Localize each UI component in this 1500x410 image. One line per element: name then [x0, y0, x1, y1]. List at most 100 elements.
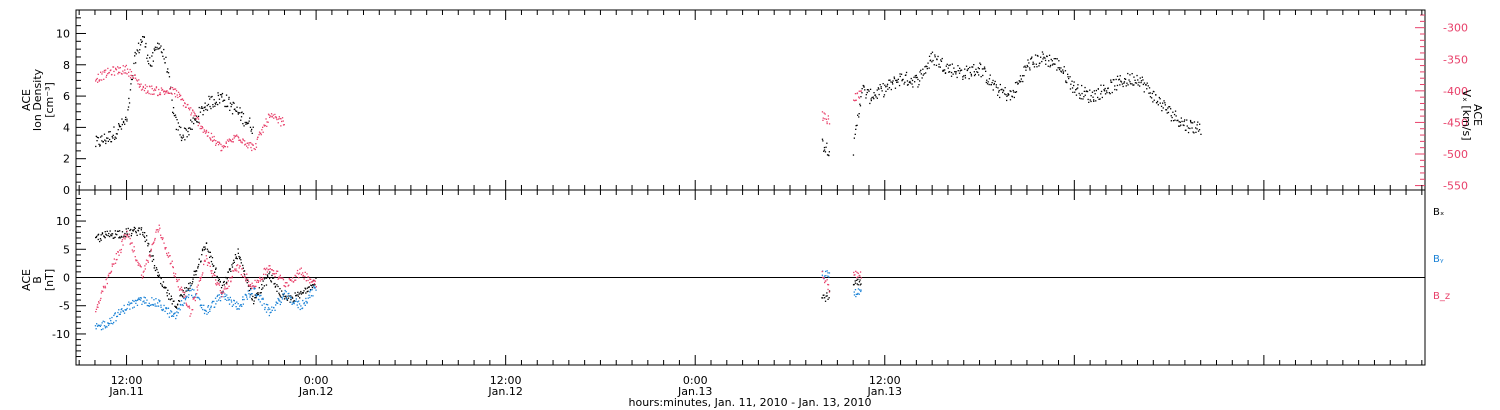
data-point: [227, 297, 229, 299]
data-point: [1198, 129, 1201, 131]
data-point: [291, 303, 293, 305]
data-point: [134, 51, 136, 54]
data-point: [171, 315, 173, 317]
data-point: [822, 140, 824, 142]
data-point: [151, 243, 153, 246]
data-point: [281, 120, 283, 123]
data-point: [176, 119, 178, 121]
data-point: [857, 114, 859, 116]
data-point: [914, 75, 916, 77]
data-point: [310, 278, 312, 280]
data-point: [201, 106, 203, 108]
data-point: [187, 130, 189, 133]
data-point: [218, 141, 220, 143]
data-point: [221, 291, 223, 293]
data-point: [223, 145, 225, 148]
b-tick-label: -10: [52, 328, 70, 341]
data-point: [313, 284, 315, 286]
data-point: [104, 139, 106, 141]
data-point: [1174, 119, 1176, 121]
data-point: [99, 238, 102, 240]
data-point: [138, 86, 141, 88]
data-point: [242, 296, 244, 298]
data-point: [171, 87, 174, 89]
data-point: [294, 274, 296, 277]
data-point: [140, 299, 142, 301]
data-point: [96, 235, 98, 238]
data-point: [857, 288, 860, 290]
data-point: [214, 271, 216, 273]
data-point: [1142, 83, 1144, 86]
data-point: [194, 119, 196, 121]
data-point: [215, 268, 217, 270]
data-point: [144, 302, 146, 304]
data-point: [218, 278, 220, 281]
data-point: [259, 292, 261, 294]
data-point: [239, 139, 242, 141]
data-point: [1081, 92, 1083, 95]
data-point: [1027, 59, 1029, 61]
data-point: [197, 296, 199, 299]
data-point: [309, 291, 311, 293]
data-point: [98, 301, 100, 303]
b-ylabel: ACE B [nT]: [20, 269, 56, 291]
data-point: [131, 242, 133, 244]
density-tick-label: 0: [63, 184, 70, 197]
data-point: [307, 276, 310, 278]
data-point: [98, 80, 100, 82]
data-point: [250, 130, 252, 132]
data-point: [1180, 124, 1182, 126]
data-point: [1077, 84, 1079, 86]
bottom-plot-area: -10-5051012:00Jan.110:00Jan.1212:00Jan.1…: [52, 10, 1425, 398]
data-point: [197, 265, 199, 268]
data-point: [235, 268, 237, 270]
data-point: [860, 96, 862, 98]
data-point: [129, 77, 132, 79]
data-point: [197, 124, 199, 127]
data-point: [195, 274, 197, 276]
data-point: [237, 303, 239, 305]
data-point: [173, 313, 175, 315]
data-point: [95, 78, 97, 81]
data-point: [140, 227, 143, 229]
data-point: [149, 86, 151, 88]
data-point: [183, 127, 186, 129]
data-point: [104, 285, 106, 287]
data-point: [139, 44, 142, 46]
data-point: [267, 121, 269, 123]
data-point: [128, 233, 131, 235]
data-point: [109, 317, 111, 320]
data-point: [970, 75, 973, 77]
data-point: [117, 230, 119, 232]
data-point: [259, 295, 261, 297]
data-point: [101, 322, 103, 324]
data-point: [246, 145, 248, 147]
data-point: [263, 125, 266, 127]
data-point: [194, 114, 196, 116]
data-point: [202, 308, 204, 311]
data-point: [115, 253, 117, 255]
data-point: [897, 81, 899, 83]
data-point: [1000, 89, 1002, 91]
data-point: [302, 292, 304, 294]
data-point: [1183, 124, 1185, 127]
data-point: [179, 95, 181, 97]
data-point: [827, 283, 829, 286]
data-point: [917, 78, 919, 81]
data-point: [219, 290, 221, 292]
data-point: [133, 226, 135, 229]
data-point: [215, 283, 217, 285]
data-point: [122, 120, 125, 123]
data-point: [229, 109, 231, 111]
data-point: [159, 93, 162, 96]
data-point: [158, 224, 160, 226]
data-point: [944, 72, 947, 74]
data-point: [940, 59, 942, 61]
data-point: [1001, 88, 1003, 90]
data-point: [1191, 127, 1193, 129]
data-point: [269, 277, 271, 280]
data-point: [825, 118, 828, 120]
data-point: [251, 282, 253, 284]
data-point: [1169, 106, 1171, 108]
